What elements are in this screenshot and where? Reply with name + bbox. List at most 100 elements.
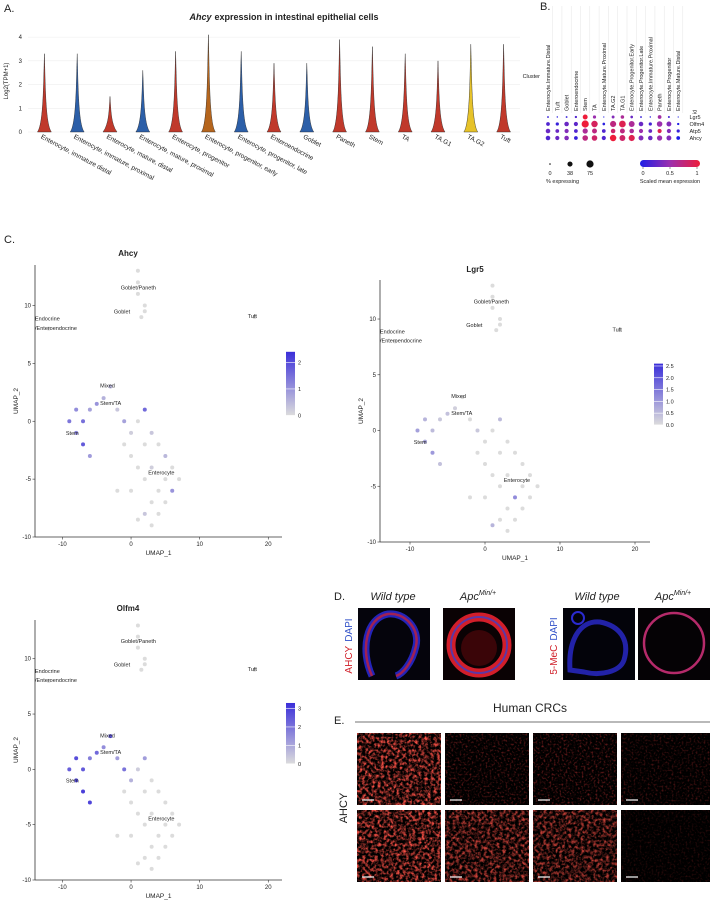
cluster-annotation: /Enteroendocrine <box>35 326 77 332</box>
y-tick-label: -10 <box>22 878 31 884</box>
y-tick-label: 1 <box>19 106 23 112</box>
column-label: Enteroendocrine <box>574 71 580 111</box>
x-tick-label: Paneth <box>335 134 357 150</box>
chart-title: Olfm4 <box>117 604 140 613</box>
color-tick-label: 1 <box>298 743 301 749</box>
cell-point <box>142 303 147 308</box>
violin <box>397 53 413 133</box>
dot <box>574 115 578 119</box>
dot <box>656 135 663 141</box>
cell-point <box>74 430 79 435</box>
cell-point <box>498 317 502 322</box>
panel-d: Wild type ApcMin/+ Wild type ApcMin/+ AH… <box>344 590 710 680</box>
violin <box>201 34 216 133</box>
cell-point <box>490 294 495 299</box>
column-label: Enterocyte.Progenitor <box>667 58 673 111</box>
x-tick-label: 10 <box>557 547 564 553</box>
x-axis-label: UMAP_1 <box>145 893 171 900</box>
dot <box>657 115 662 119</box>
cluster-annotation: Endocrine <box>35 669 60 675</box>
row-label: Olfm4 <box>690 122 705 128</box>
micrograph <box>445 733 529 805</box>
cell-point <box>156 789 161 794</box>
x-tick-label: 10 <box>196 542 203 548</box>
cell-point <box>498 417 502 422</box>
panel-title: Human CRCs <box>493 701 567 715</box>
cluster-annotation: Stem/TA <box>100 401 121 407</box>
chart-title: Ahcy <box>118 249 138 258</box>
cell-point <box>156 511 161 516</box>
y-axis-label: UMAP_2 <box>13 737 20 763</box>
cell-point <box>115 407 120 412</box>
color-tick-label: 1.5 <box>666 388 674 394</box>
dot <box>581 120 589 128</box>
cell-point <box>490 523 495 528</box>
panel-e: Human CRCs AHCY <box>338 701 710 882</box>
y-tick-label: -10 <box>367 540 376 546</box>
y-tick-label: 5 <box>28 712 32 718</box>
y-tick-label: -5 <box>26 477 32 483</box>
cluster-annotation: Stem <box>66 779 79 785</box>
title-gene: Ahcy <box>188 12 212 22</box>
dot <box>603 116 605 118</box>
y-axis-label: UMAP_2 <box>13 388 20 414</box>
dot <box>582 114 588 120</box>
size-key-label: 75 <box>587 171 593 177</box>
cell-point <box>505 528 510 533</box>
panel-label: B. <box>540 1 550 13</box>
cell-point <box>156 833 161 838</box>
cell-point <box>156 855 161 860</box>
cell-point <box>520 506 525 511</box>
cell-point <box>81 767 86 772</box>
cell-point <box>74 756 79 761</box>
dot <box>565 116 568 118</box>
dot <box>574 136 578 140</box>
x-axis-label: UMAP_1 <box>145 550 171 557</box>
cluster-annotation: /Enteroendocrine <box>35 678 77 684</box>
dot <box>630 115 634 119</box>
micrograph <box>357 733 441 805</box>
x-tick-label: 10 <box>196 885 203 891</box>
cell-point <box>142 662 147 667</box>
column-label: Stem <box>583 98 589 111</box>
dot <box>666 121 672 127</box>
column-label: Enterocyte.Progenitor.Early <box>630 44 636 111</box>
stain-label: AHCY DAPI <box>344 618 355 673</box>
dot <box>611 115 615 119</box>
row-label: Lgr5 <box>690 115 701 121</box>
dot <box>619 135 626 141</box>
cell-point <box>494 328 499 333</box>
dot <box>657 128 662 134</box>
size-key-label: 38 <box>567 171 573 177</box>
color-legend-title: Scaled mean expression <box>640 179 700 185</box>
color-tick-label: 1.0 <box>666 399 674 405</box>
cell-point <box>129 488 134 493</box>
dot <box>648 129 653 133</box>
dot <box>564 128 569 134</box>
cell-point <box>67 767 72 772</box>
cell-point <box>156 442 161 447</box>
x-tick-label: 20 <box>632 547 639 553</box>
micrograph <box>357 810 441 882</box>
cell-point <box>163 800 168 805</box>
stain-label: AHCY <box>338 792 350 823</box>
x-tick-label: Stem <box>367 134 384 147</box>
cell-point <box>135 291 140 296</box>
x-tick-label: -10 <box>58 542 67 548</box>
cluster-annotation: Enterocyte <box>504 478 530 484</box>
micrograph <box>621 733 710 805</box>
dot <box>620 115 625 119</box>
cell-point <box>74 407 79 412</box>
column-header: ApcMin/+ <box>459 590 496 603</box>
cluster-annotation: Tuft <box>248 314 258 320</box>
x-tick-label: -10 <box>58 885 67 891</box>
dot <box>555 122 559 126</box>
y-tick-label: -10 <box>22 535 31 541</box>
cluster-annotation: Mixed <box>100 384 115 390</box>
y-tick-label: 0 <box>28 419 32 425</box>
dot <box>556 116 559 118</box>
gene: Apc <box>459 591 479 603</box>
cluster-annotation: Mixed <box>451 394 466 400</box>
dot <box>666 135 672 141</box>
cell-point <box>142 309 147 314</box>
